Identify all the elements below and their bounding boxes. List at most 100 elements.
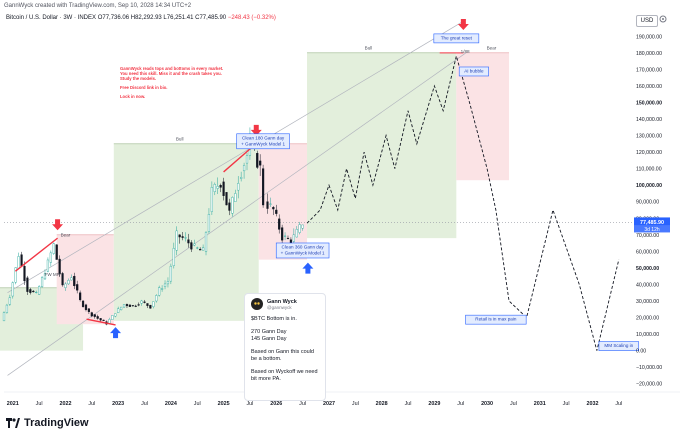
candle-body	[146, 303, 149, 306]
candle-body	[134, 305, 137, 307]
x-tick-label: Jul	[615, 401, 622, 407]
annotation-text: MM Scaling in	[604, 343, 633, 348]
promo-note: GannWyck reads tops and bottoms in every…	[120, 66, 246, 99]
candle-body	[199, 248, 202, 251]
candle-body	[259, 160, 262, 166]
candle-body	[20, 254, 23, 266]
x-tick-label: 2021	[7, 401, 19, 407]
candle-body	[298, 224, 301, 233]
x-tick-label: 2022	[59, 401, 71, 407]
candle-body	[11, 282, 14, 297]
candle-body	[272, 207, 275, 210]
up-arrow-icon	[110, 327, 122, 339]
y-tick-label: 170,000.00	[636, 67, 662, 73]
price-tag	[634, 217, 670, 226]
y-tick-label: −20,000.00	[636, 382, 662, 388]
candle-body	[52, 243, 55, 254]
bull-zone	[113, 143, 259, 321]
candle-body	[38, 286, 41, 295]
candle-body	[166, 281, 170, 285]
candle-body	[163, 283, 167, 287]
candle-body	[108, 319, 111, 324]
x-tick-label: 2023	[112, 401, 124, 407]
annotation-box	[433, 33, 480, 44]
price-change: −248.43 (−0.32%)	[227, 15, 276, 21]
y-tick-label: 60,000.00	[636, 249, 659, 255]
candle-body	[225, 192, 228, 206]
candle-body	[234, 193, 237, 202]
candle-body	[137, 304, 140, 306]
candle-body	[172, 248, 175, 266]
down-arrow-icon	[250, 124, 262, 136]
candle-body	[266, 201, 269, 209]
candle-body	[210, 187, 213, 212]
y-tick-label: 110,000.00	[636, 167, 662, 173]
tweet-line: Based on Gann this could be a bottom.	[251, 349, 314, 362]
candle-body	[23, 266, 26, 282]
zone-label: Bull	[176, 137, 184, 142]
price-tag-value: 77,485.90	[640, 220, 664, 226]
candle-body	[40, 277, 44, 287]
bull-zone	[307, 52, 457, 239]
candle-body	[286, 237, 290, 239]
candle-body	[281, 227, 284, 241]
candle-body	[158, 287, 161, 296]
candle-body	[187, 239, 190, 244]
candle-body	[17, 256, 20, 269]
x-tick-label: 2032	[586, 401, 598, 407]
candle-body	[87, 308, 91, 312]
bear-zone	[258, 143, 308, 260]
annotation-box	[458, 66, 489, 77]
x-tick-label: 2030	[481, 401, 493, 407]
x-tick-label: 2027	[323, 401, 335, 407]
promo-line: Lock in now.	[120, 94, 146, 99]
candle-body	[169, 265, 172, 282]
candle-body	[58, 258, 61, 275]
down-arrow-icon	[52, 219, 64, 231]
candle-body	[2, 312, 6, 322]
tweet-line: 270 Gann Day 145 Gann Day	[251, 329, 287, 342]
candle-body	[29, 289, 32, 293]
gear-icon[interactable]	[658, 14, 668, 24]
candle-body	[128, 304, 131, 307]
y-tick-label: −10,000.00	[636, 365, 662, 371]
candle-body	[175, 230, 178, 251]
annotation-text: + GannWyck Model 1	[281, 250, 325, 255]
currency-button[interactable]: USD	[636, 15, 658, 27]
candle-body	[114, 313, 117, 317]
candle-body	[43, 273, 47, 280]
candle-body	[122, 304, 126, 308]
candle-body	[111, 315, 114, 320]
x-tick-label: Jul	[352, 401, 359, 407]
candle-body	[256, 152, 259, 168]
x-tick-label: Jul	[299, 401, 306, 407]
candle-body	[64, 283, 67, 288]
candle-body	[49, 252, 52, 263]
candle-body	[262, 168, 265, 206]
candle-body	[140, 300, 143, 304]
candle-body	[67, 280, 70, 285]
y-tick-label: 10,000.00	[636, 332, 659, 338]
y-tick-label: 90,000.00	[636, 200, 659, 206]
tweet-line: $BTC Bottom is in.	[251, 316, 297, 322]
candle-body	[228, 202, 231, 211]
annotation-text: Clean 360 Gann day	[282, 244, 325, 249]
x-tick-label: 2025	[218, 401, 230, 407]
candle-body	[90, 312, 93, 317]
footer-brand[interactable]: TradingView	[6, 417, 89, 429]
y-tick-label: 140,000.00	[636, 117, 662, 123]
x-tick-label: Jul	[510, 401, 517, 407]
y-tick-label: 120,000.00	[636, 150, 662, 156]
y-tick-label: 100,000.00	[636, 183, 662, 189]
x-tick-label: 2028	[376, 401, 388, 407]
tweet-author: Gann Wyck	[267, 298, 297, 305]
candle-body	[117, 308, 120, 313]
candle-body	[193, 243, 196, 246]
candle-body	[242, 165, 246, 172]
red-trend-line	[86, 318, 116, 326]
candle-body	[184, 237, 187, 239]
up-arrow-icon	[302, 262, 314, 274]
candle-body	[292, 234, 295, 242]
candle-body	[81, 300, 85, 307]
